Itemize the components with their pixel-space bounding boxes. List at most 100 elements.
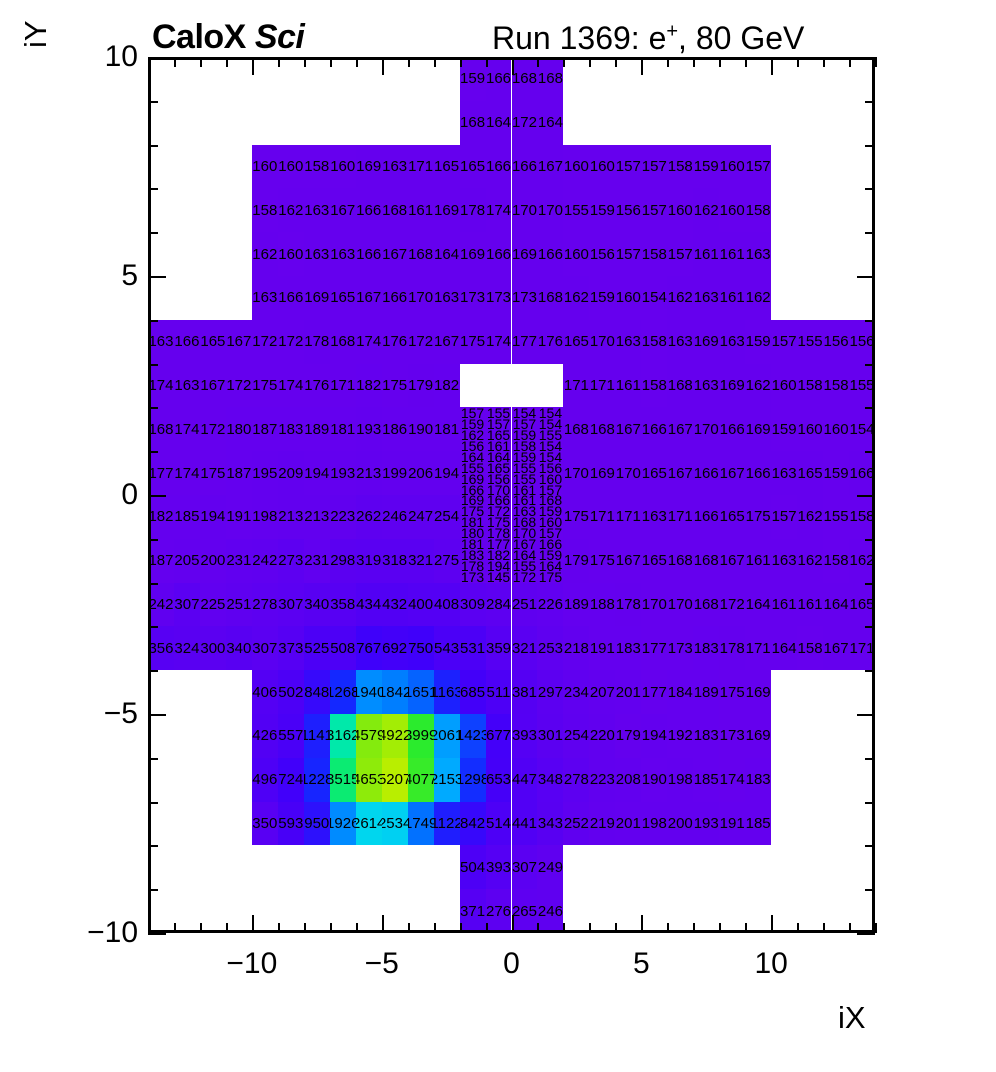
x-axis-tick: [199, 57, 202, 67]
y-axis-tick: [865, 188, 875, 191]
heatmap-cell: 767: [355, 626, 382, 671]
heatmap-subcell: 175: [537, 571, 564, 583]
x-axis-tick: [329, 57, 332, 67]
x-axis-tick: [823, 923, 826, 933]
heatmap-cell: 160: [589, 144, 616, 189]
heatmap-cell: 194: [303, 451, 330, 495]
x-axis-tick: [277, 923, 280, 933]
heatmap-cell: 174: [485, 188, 512, 233]
heatmap-cell: 168: [511, 60, 538, 101]
heatmap-cell: 163: [615, 319, 642, 364]
heatmap-cell: 300: [199, 626, 226, 671]
y-tick-label: −5: [103, 697, 138, 730]
heatmap-cell: 167: [823, 626, 850, 671]
x-axis-tick: [459, 57, 462, 67]
heatmap-cell: 169: [745, 714, 772, 758]
heatmap-cell: 321: [511, 626, 538, 671]
heatmap-cell: 167: [225, 319, 252, 364]
x-axis-tick: [719, 57, 722, 67]
x-axis-tick: [381, 57, 384, 75]
heatmap-cell: 593: [277, 801, 304, 846]
heatmap-cell: 496: [251, 757, 278, 802]
heatmap-cell: 163: [251, 276, 278, 320]
heatmap-cell: 176: [537, 319, 564, 364]
heatmap-cell: 381: [511, 670, 538, 714]
heatmap-subcell: 157: [537, 527, 564, 539]
heatmap-subcell: 155: [511, 473, 538, 485]
heatmap-cell: 172: [407, 319, 434, 364]
x-axis-tick: [277, 57, 280, 67]
y-axis-tick: [148, 100, 158, 103]
heatmap-cell: 1940: [355, 670, 382, 714]
heatmap-cell: 182: [355, 363, 382, 408]
heatmap-subcell: 158: [511, 440, 538, 452]
heatmap-subcell: 154: [537, 418, 564, 430]
heatmap-cell: 161: [693, 232, 720, 276]
heatmap-cell: 192: [667, 714, 694, 758]
y-axis-tick: [857, 57, 875, 59]
plot-frame: [148, 57, 875, 933]
x-axis-tick: [745, 57, 748, 67]
y-axis-tick: [148, 714, 166, 716]
heatmap-cell: 298: [329, 538, 356, 583]
heatmap-subcell: 157: [485, 418, 512, 430]
heatmap-cell: 199: [381, 451, 408, 495]
heatmap-cell: 167: [381, 232, 408, 276]
heatmap-cell: 172: [511, 100, 538, 145]
heatmap-cell: 183: [693, 626, 720, 671]
x-axis-tick: [641, 57, 644, 75]
heatmap-subcell: 156: [537, 462, 564, 474]
heatmap-cell: 180: [225, 407, 252, 452]
heatmap-cell: 168: [537, 276, 564, 320]
x-axis-tick: [173, 923, 176, 933]
heatmap-cell: 173: [667, 626, 694, 671]
heatmap-cell: 1842: [381, 670, 408, 714]
heatmap-cell: 163: [693, 363, 720, 408]
x-axis-tick: [225, 57, 228, 67]
heatmap-cell: 160: [823, 407, 850, 452]
heatmap-cell: 2153: [433, 757, 460, 802]
heatmap-cell: 234: [563, 670, 590, 714]
y-axis-tick: [865, 582, 875, 585]
heatmap-cell: 159: [589, 276, 616, 320]
heatmap-cell: 161: [771, 582, 798, 627]
heatmap-cell: 181: [329, 407, 356, 452]
heatmap-cell: 750: [407, 626, 434, 671]
heatmap-cell: 178: [719, 626, 746, 671]
y-axis-tick: [865, 889, 875, 892]
heatmap-cell: 307: [277, 582, 304, 627]
heatmap-cell: 163: [329, 232, 356, 276]
heatmap-cell: 178: [615, 582, 642, 627]
heatmap-subcell: 161: [485, 440, 512, 452]
heatmap-cell: 166: [511, 144, 538, 189]
heatmap-cell: 170: [641, 582, 668, 627]
heatmap-cell: 159: [459, 60, 486, 101]
x-axis-tick: [693, 923, 696, 933]
heatmap-cell: 166: [719, 407, 746, 452]
heatmap-subcell: 182: [485, 549, 512, 561]
heatmap-cell: 206: [407, 451, 434, 495]
heatmap-subcell: 183: [459, 549, 486, 561]
heatmap-cell: 163: [641, 495, 668, 539]
heatmap-subcell: 155: [511, 560, 538, 572]
heatmap-cell: 164: [485, 100, 512, 145]
heatmap-cell: 400: [407, 582, 434, 627]
heatmap-cell: 219: [589, 801, 616, 846]
heatmap-cell: 184: [667, 670, 694, 714]
heatmap-cell: 167: [719, 538, 746, 583]
heatmap-cell: 155: [849, 363, 872, 408]
y-axis-tick: [865, 670, 875, 673]
heatmap-cell: 504: [459, 845, 486, 890]
y-axis-tick: [865, 626, 875, 629]
heatmap-cell: 171: [615, 495, 642, 539]
heatmap-cell: 209: [277, 451, 304, 495]
heatmap-cell: 175: [381, 363, 408, 408]
heatmap-subcell: 154: [511, 407, 538, 419]
heatmap-cell: 166: [745, 451, 772, 495]
heatmap-cell: 226: [537, 582, 564, 627]
heatmap-cell: 160: [667, 188, 694, 233]
heatmap-subcell: 159: [459, 418, 486, 430]
run-label: Run 1369: e: [492, 20, 667, 56]
heatmap-cell: 218: [563, 626, 590, 671]
heatmap-cell: 531: [459, 626, 486, 671]
